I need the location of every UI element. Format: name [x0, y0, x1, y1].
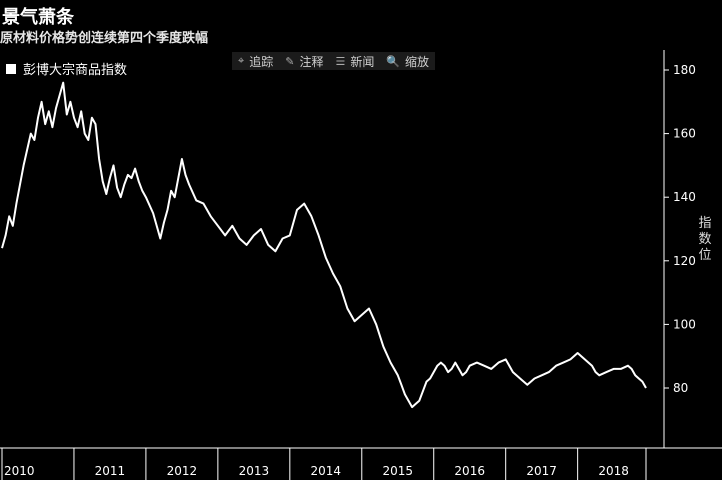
legend: 彭博大宗商品指数	[6, 59, 127, 78]
x-tick-label: 2017	[526, 464, 557, 478]
x-tick-label: 2014	[311, 464, 342, 478]
y-axis-label: 指数位	[698, 216, 712, 263]
y-tick-label: 120	[673, 254, 696, 268]
track-button[interactable]: ⌖ 追踪	[232, 52, 279, 70]
news-button[interactable]: ☰ 新闻	[329, 52, 380, 70]
y-tick-label: 80	[673, 381, 688, 395]
zoom-label: 缩放	[405, 54, 430, 69]
x-tick-label: 2011	[95, 464, 126, 478]
x-tick-label: 2018	[598, 464, 629, 478]
y-tick-label: 100	[673, 317, 696, 331]
chart-subtitle: 原材料价格势创连续第四个季度跌幅	[0, 31, 209, 46]
x-tick-label: 2015	[382, 464, 413, 478]
track-label: 追踪	[249, 54, 274, 69]
annotate-button[interactable]: ✎ 注释	[279, 52, 329, 70]
pencil-icon: ✎	[285, 54, 295, 68]
legend-label: 彭博大宗商品指数	[23, 63, 128, 78]
x-tick-label: 2013	[239, 464, 270, 478]
series-line-0	[1, 81, 647, 409]
y-tick-label: 180	[673, 63, 696, 77]
x-tick-label: 2016	[454, 464, 485, 478]
chart-title: 景气萧条	[2, 7, 74, 28]
news-label: 新闻	[350, 54, 375, 69]
news-icon: ☰	[335, 54, 346, 68]
legend-swatch	[6, 63, 16, 74]
x-tick-label: 2010	[4, 464, 35, 478]
annotate-label: 注释	[299, 54, 324, 69]
y-tick-label: 140	[673, 190, 696, 204]
crosshair-icon: ⌖	[238, 54, 245, 67]
zoom-icon: 🔍	[386, 54, 401, 68]
chart-toolbar: ⌖ 追踪 ✎ 注释 ☰ 新闻 🔍 缩放	[232, 52, 436, 70]
zoom-button[interactable]: 🔍 缩放	[380, 52, 435, 70]
x-tick-label: 2012	[167, 464, 198, 478]
y-tick-label: 160	[673, 127, 696, 141]
